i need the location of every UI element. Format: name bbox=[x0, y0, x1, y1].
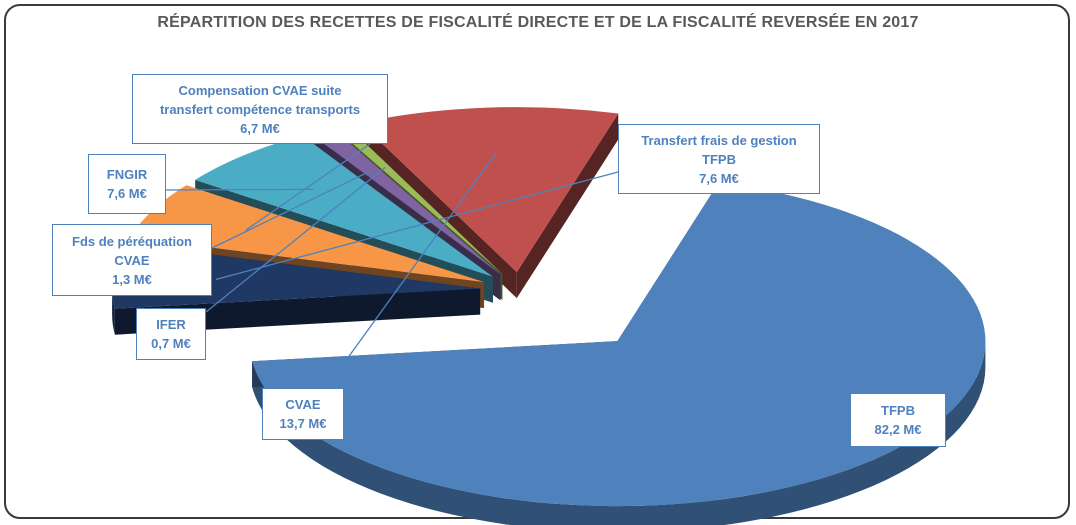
pie-slice-top-3 bbox=[195, 135, 493, 277]
callout-transfert-label2: TFPB bbox=[702, 151, 736, 167]
callout-transfert-frais: Transfert frais de gestion TFPB 7,6 M€ bbox=[618, 124, 820, 194]
pie-slice-0 bbox=[252, 182, 986, 525]
callout-fds-value: 1,3 M€ bbox=[112, 271, 152, 287]
pie-slice-side-1 bbox=[112, 288, 115, 335]
callout-cvae: CVAE 13,7 M€ bbox=[262, 388, 344, 440]
callout-compensation-cvae: Compensation CVAE suite transfert compét… bbox=[132, 74, 388, 144]
callout-ifer-label: IFER bbox=[156, 317, 186, 332]
callout-cvae-label: CVAE bbox=[285, 397, 321, 412]
callout-fds-label1: Fds de péréquation bbox=[72, 233, 192, 249]
leader-line-3 bbox=[165, 188, 314, 191]
leader-line-6 bbox=[325, 153, 497, 389]
callout-fngir-label: FNGIR bbox=[106, 167, 148, 182]
callout-compensation-label1: Compensation CVAE suite bbox=[178, 82, 342, 98]
chart-title: RÉPARTITION DES RECETTES DE FISCALITÉ DI… bbox=[157, 14, 919, 31]
callout-cvae-value: 13,7 M€ bbox=[279, 416, 327, 431]
leader-line-4 bbox=[211, 170, 372, 249]
pie-slice-cut-6-1 bbox=[516, 113, 619, 299]
callout-fds-label2: CVAE bbox=[114, 252, 150, 268]
callout-compensation-value: 6,7 M€ bbox=[240, 120, 280, 136]
callout-transfert-label1: Transfert frais de gestion bbox=[641, 132, 797, 148]
callout-transfert-value: 7,6 M€ bbox=[699, 170, 739, 186]
callout-tfpb-value: 82,2 M€ bbox=[874, 422, 922, 437]
leader-line-2 bbox=[245, 143, 371, 231]
pie-slice-top-5 bbox=[333, 124, 503, 274]
callout-tfpb-label: TFPB bbox=[881, 403, 915, 418]
leader-line-5 bbox=[205, 166, 386, 313]
leader-line-1 bbox=[215, 171, 619, 281]
callout-tfpb: TFPB 82,2 M€ bbox=[850, 393, 946, 447]
callout-fds-perequation: Fds de péréquation CVAE 1,3 M€ bbox=[52, 224, 212, 296]
pie-slice-top-4 bbox=[309, 127, 501, 275]
pie-slice-top-6 bbox=[360, 107, 619, 273]
pie-slice-top-0 bbox=[252, 182, 986, 507]
pie-slice-top-2 bbox=[130, 185, 485, 283]
callout-fngir-value: 7,6 M€ bbox=[107, 186, 147, 201]
callout-fngir: FNGIR 7,6 M€ bbox=[88, 154, 166, 214]
callout-ifer: IFER 0,7 M€ bbox=[136, 308, 206, 360]
callout-ifer-value: 0,7 M€ bbox=[151, 336, 191, 351]
callout-compensation-label2: transfert compétence transports bbox=[159, 101, 361, 117]
